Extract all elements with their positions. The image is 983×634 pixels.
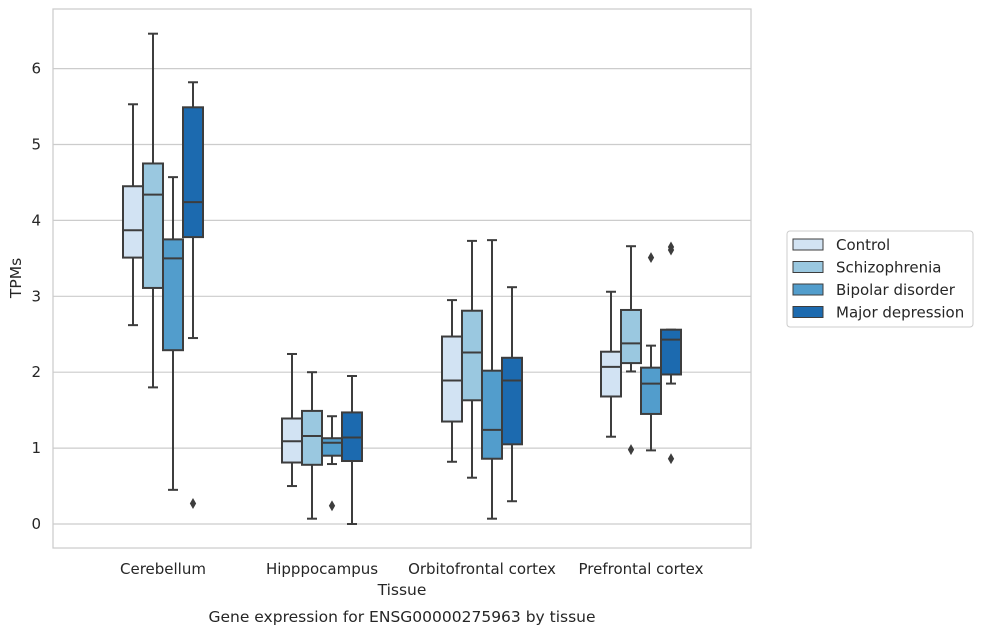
y-tick-label: 1	[31, 439, 41, 457]
x-tick-label: Orbitofrontal cortex	[408, 560, 556, 578]
iqr-box	[620, 308, 642, 365]
iqr-box	[122, 185, 144, 259]
box-3-3	[660, 241, 682, 465]
plot-area-frame	[52, 8, 752, 549]
iqr-box	[182, 106, 204, 239]
iqr-box	[660, 328, 682, 376]
box-3-0	[600, 290, 622, 438]
box-3-1	[620, 245, 642, 456]
legend-swatch	[792, 283, 824, 296]
legend-swatch	[792, 261, 824, 273]
y-tick-label: 4	[31, 211, 41, 229]
x-axis-label: Tissue	[377, 581, 427, 599]
box-0-1	[142, 32, 164, 389]
y-axis-label: TPMs	[7, 258, 25, 299]
legend-label: Major depression	[836, 304, 964, 322]
legend-swatch	[792, 306, 824, 318]
iqr-box	[441, 335, 463, 423]
legend-label: Schizophrenia	[836, 259, 941, 277]
x-tick-label: Hipppocampus	[266, 560, 378, 578]
legend-label: Control	[836, 236, 890, 254]
box-1-3	[341, 374, 363, 525]
y-axis-tick-labels: 0 1 2 3 4 5 6	[31, 60, 41, 533]
outlier-point	[667, 453, 675, 465]
box-0-3	[182, 81, 204, 509]
outlier-point	[328, 500, 336, 512]
iqr-box	[321, 437, 343, 457]
y-tick-label: 3	[31, 287, 41, 305]
box-3-2	[640, 252, 662, 452]
y-tick-label: 5	[31, 136, 41, 154]
outlier-point	[627, 444, 635, 456]
y-tick-label: 6	[31, 60, 41, 78]
outlier-point	[647, 252, 655, 264]
legend-swatch	[792, 238, 824, 251]
x-axis-tick-labels: Cerebellum Hipppocampus Orbitofrontal cort…	[120, 560, 704, 578]
box-2-1	[461, 239, 483, 479]
x-tick-label: Cerebellum	[120, 560, 206, 578]
figure-caption: Gene expression for ENSG00000275963 by t…	[208, 608, 595, 626]
iqr-box	[461, 309, 483, 402]
box-2-3	[501, 286, 523, 503]
iqr-box	[640, 366, 662, 415]
legend: Control Schizophrenia Bipolar disorder Majo…	[786, 230, 974, 328]
iqr-box	[301, 409, 323, 466]
box-2-2	[481, 239, 503, 520]
iqr-box	[501, 356, 523, 446]
box-1-2	[321, 415, 343, 512]
box-1-0	[281, 352, 303, 488]
legend-label: Bipolar disorder	[836, 281, 956, 299]
box-0-0	[122, 103, 144, 327]
grid-lines	[53, 67, 751, 525]
outlier-point	[667, 241, 675, 253]
x-tick-label: Prefrontal cortex	[579, 560, 704, 578]
box-1-1	[301, 371, 323, 520]
outlier-point	[189, 498, 197, 509]
iqr-box	[162, 238, 184, 352]
y-tick-label: 0	[31, 515, 41, 533]
iqr-box	[600, 350, 622, 398]
legend-frame	[786, 230, 974, 328]
y-tick-label: 2	[31, 363, 41, 381]
box-0-2	[162, 176, 184, 491]
box-groups	[122, 32, 682, 525]
box-2-0	[441, 299, 463, 463]
iqr-box	[142, 162, 164, 289]
iqr-box	[481, 369, 503, 460]
